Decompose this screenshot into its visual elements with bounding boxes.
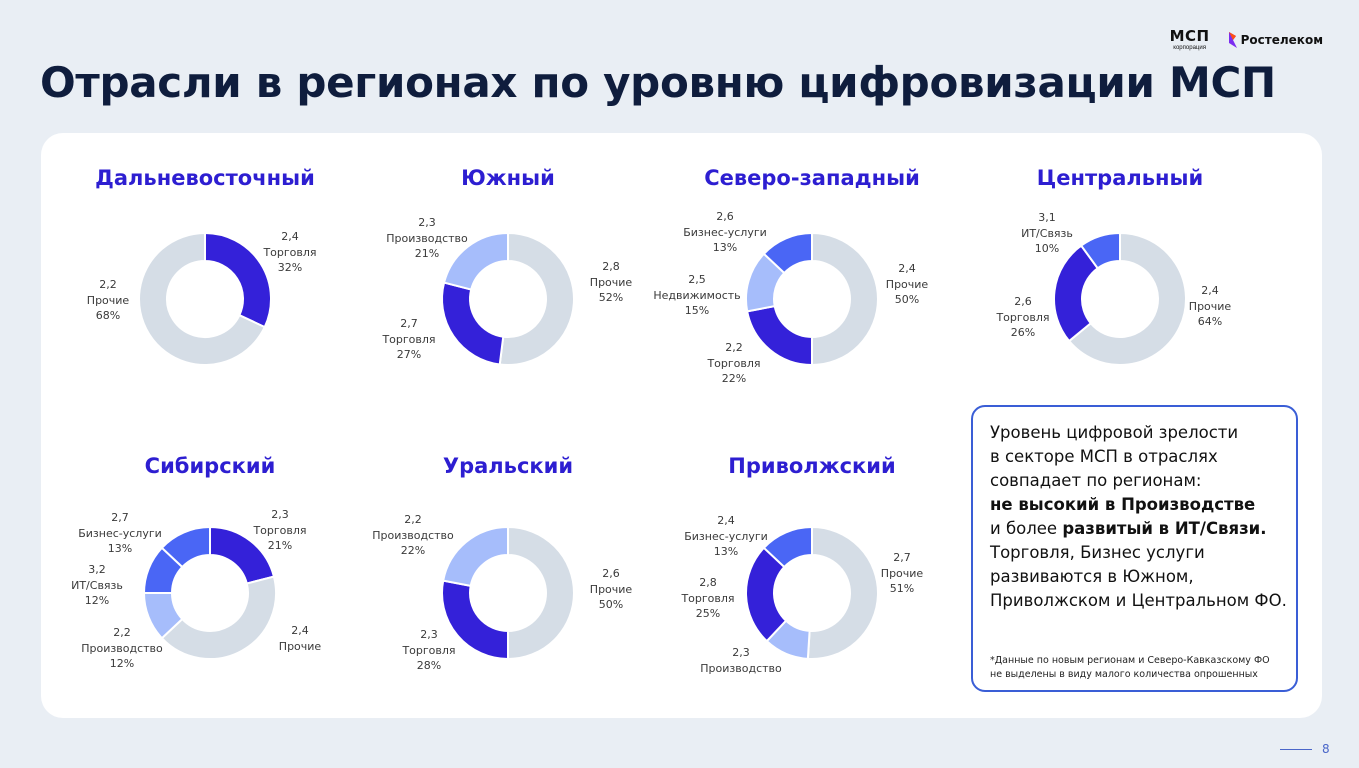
slice-label: 2,4 Прочие (278, 624, 322, 653)
donut-slice (442, 231, 509, 291)
donut-slice (762, 525, 813, 569)
slice-label: 2,3 Производство (700, 646, 782, 675)
slice-label: 2,3 Производство 21% (386, 216, 468, 260)
region-title-central: Центральный (1036, 166, 1204, 190)
summary-note-box: Уровень цифровой зрелости в секторе МСП … (971, 405, 1298, 692)
donut-slice (160, 525, 211, 569)
donut-slice (441, 281, 505, 366)
slice-label: 2,4 Прочие 50% (885, 262, 929, 306)
region-title-ural: Уральский (442, 454, 574, 478)
logos: МСП корпорация Ростелеком (1169, 27, 1323, 52)
slice-label: 2,3 Торговля 28% (402, 628, 456, 672)
region-title-south: Южный (461, 166, 555, 190)
slice-label: 2,2 Прочие 68% (86, 278, 130, 322)
donut-slice (1067, 231, 1187, 366)
donut-far-east (138, 231, 272, 366)
slice-label: 2,8 Торговля 25% (681, 576, 735, 620)
donut-slice (811, 231, 879, 367)
donut-slice (160, 575, 277, 660)
page-number: 8 (1322, 742, 1330, 756)
donut-siberian (142, 525, 277, 660)
slice-label: 3,2 ИТ/Связь 12% (71, 563, 123, 607)
slice-label: 2,3 Торговля 21% (253, 508, 307, 552)
slice-label: 2,6 Прочие 50% (589, 567, 633, 611)
footnote: *Данные по новым регионам и Северо-Кавка… (990, 655, 1270, 680)
slice-label: 2,4 Торговля 32% (263, 230, 317, 274)
slice-label: 2,2 Производство 12% (81, 626, 163, 670)
donut-slice (138, 231, 267, 366)
donut-north-west (745, 231, 879, 367)
donut-ural (441, 525, 575, 661)
region-title-siberian: Сибирский (144, 454, 276, 478)
slice-label: 2,4 Бизнес-услуги 13% (684, 514, 768, 558)
slice-label: 3,1 ИТ/Связь 10% (1021, 211, 1073, 255)
donut-slice (762, 231, 813, 275)
donut-slice (498, 231, 575, 366)
donut-slice (507, 525, 575, 661)
slice-label: 2,2 Производство 22% (372, 513, 454, 557)
donut-central (1053, 231, 1187, 366)
donut-slice (204, 231, 272, 329)
slice-label: 2,8 Прочие 52% (589, 260, 633, 304)
slice-label: 2,6 Торговля 26% (996, 295, 1050, 339)
slice-label: 2,6 Бизнес-услуги 13% (683, 210, 767, 254)
summary-text: Уровень цифровой зрелости в секторе МСП … (990, 423, 1287, 610)
region-title-volga: Приволжский (728, 454, 896, 478)
slice-label: 2,7 Бизнес-услуги 13% (78, 511, 162, 555)
page-number-line (1280, 749, 1312, 750)
donut-volga (745, 525, 879, 660)
slice-label: 2,7 Торговля 27% (382, 317, 436, 361)
slice-label: 2,7 Прочие 51% (880, 551, 924, 595)
rostelecom-mark-icon (1228, 32, 1237, 48)
slice-label: 2,2 Торговля 22% (707, 341, 761, 385)
region-title-north-west: Северо-западный (704, 166, 920, 190)
msp-logo: МСП корпорация (1169, 27, 1210, 52)
slice-label: 2,4 Прочие 64% (1188, 284, 1232, 328)
region-title-far-east: Дальневосточный (95, 166, 315, 190)
slice-label: 2,5 Недвижимость 15% (653, 273, 741, 317)
donut-south (441, 231, 575, 366)
donut-slice (1079, 231, 1121, 270)
rostelecom-logo: Ростелеком (1228, 31, 1323, 49)
donut-slice (806, 525, 879, 660)
donut-slice (441, 525, 509, 588)
page-title: Отрасли в регионах по уровню цифровизаци… (40, 58, 1276, 107)
